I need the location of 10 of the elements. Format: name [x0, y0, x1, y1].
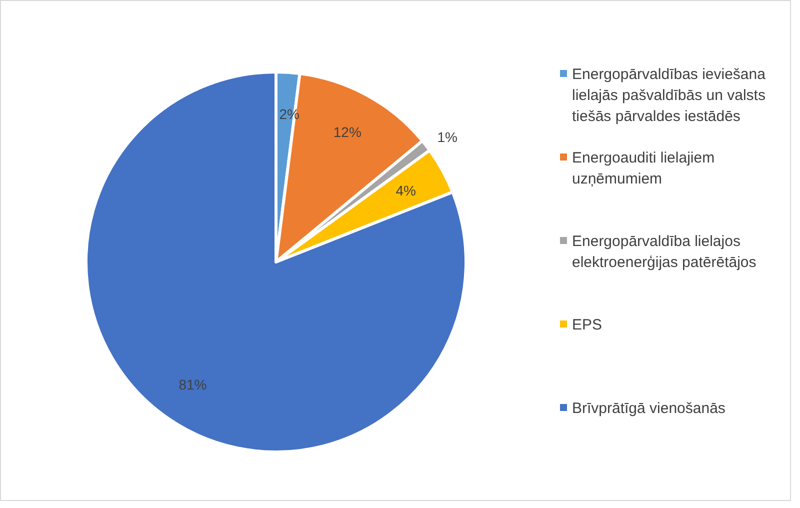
legend-label: Energopārvaldības ieviešana lielajās pašvaldībās un valsts tiešās pārvaldes iestādēs	[572, 66, 766, 124]
data-label: 1%	[437, 128, 458, 145]
legend-label: Brīvprātīgā vienošanās	[572, 400, 726, 416]
legend-label: Energopārvaldība lielajos elektroenerģijas patērētājos	[572, 232, 756, 270]
legend-label: Energoauditi lielajiem uzņēmumiem	[572, 149, 715, 187]
data-label: 81%	[178, 376, 207, 393]
data-label: 12%	[333, 124, 362, 140]
data-label: 4%	[396, 182, 416, 199]
pie-slice	[84, 70, 468, 454]
legend-label: EPS	[572, 316, 602, 333]
